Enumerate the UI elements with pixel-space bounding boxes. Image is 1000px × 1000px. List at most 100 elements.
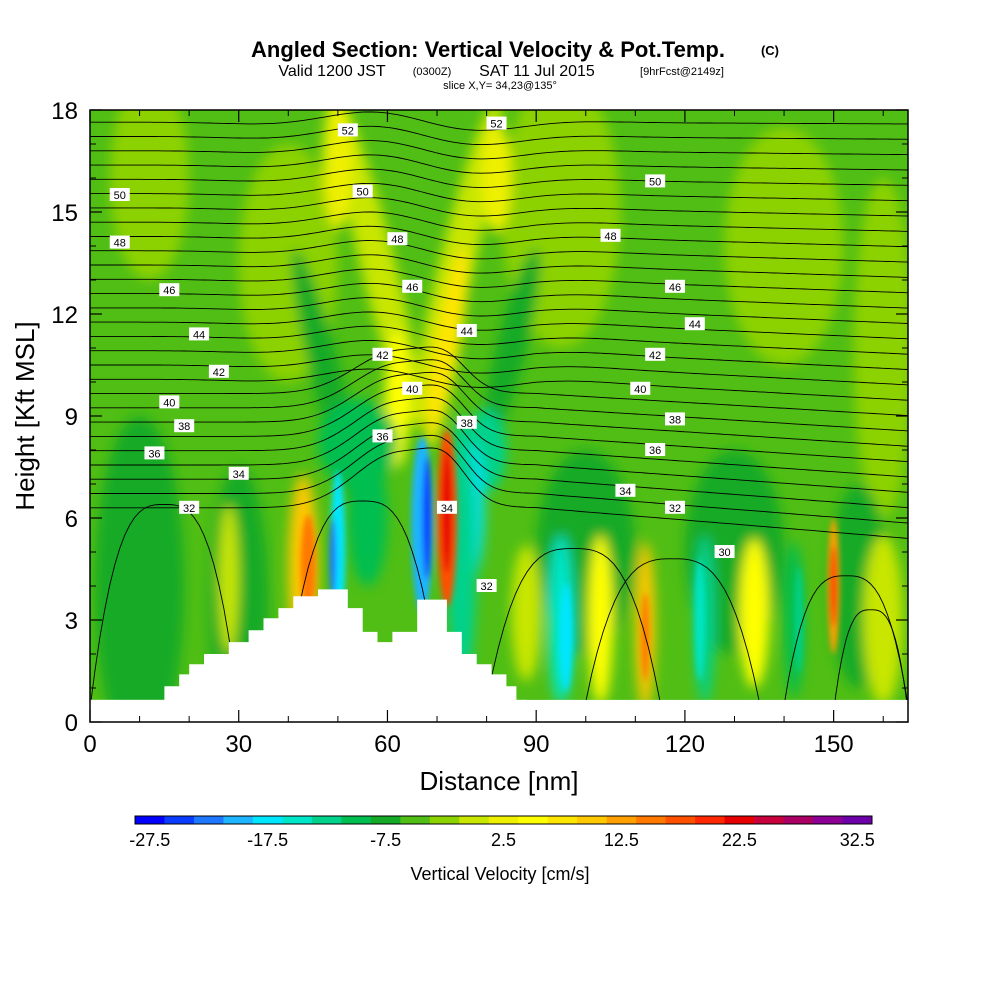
velocity-field xyxy=(94,110,908,722)
contour-label-box xyxy=(615,483,636,497)
x-tick-label: 90 xyxy=(523,731,550,758)
theta-isoline xyxy=(90,434,908,524)
contour-label: 50 xyxy=(649,176,661,188)
contour-label-box xyxy=(387,232,408,246)
contour-label-box xyxy=(159,283,180,297)
contour-label-box xyxy=(144,446,165,460)
contour-label: 48 xyxy=(391,234,403,246)
velocity-blob xyxy=(588,535,614,705)
contour-label: 46 xyxy=(669,282,681,294)
colorbar-swatch xyxy=(547,816,578,824)
colorbar-tick-label: 2.5 xyxy=(491,830,516,850)
colorbar-swatch xyxy=(695,816,726,824)
contour-label: 36 xyxy=(376,431,388,443)
colorbar-swatch xyxy=(135,816,165,824)
velocity-blob xyxy=(94,416,185,722)
colorbar-frame xyxy=(134,815,873,825)
contour-label-box xyxy=(109,235,130,249)
contour-label: 52 xyxy=(490,119,502,131)
contour-label: 34 xyxy=(233,469,245,481)
theta-isoline xyxy=(90,447,908,539)
contour-label: 34 xyxy=(619,486,631,498)
colorbar-swatch xyxy=(370,816,401,824)
colorbar-tick-label: 22.5 xyxy=(722,830,757,850)
velocity-blob xyxy=(794,565,803,675)
contour-label: 48 xyxy=(114,238,126,250)
contour-label-box xyxy=(645,443,666,456)
contour-label-box xyxy=(645,174,666,188)
contour-label: 32 xyxy=(183,503,195,515)
y-tick-label: 0 xyxy=(65,710,78,737)
colorbar-swatch xyxy=(400,816,431,824)
theta-isoline xyxy=(90,368,908,401)
subtitle-zulu: (0300Z) xyxy=(413,66,452,78)
x-tick-label: 60 xyxy=(374,731,401,758)
theta-isoline xyxy=(90,422,908,509)
contour-label-box xyxy=(372,429,393,443)
title-unit: (C) xyxy=(761,43,779,58)
colorbar-swatch xyxy=(164,816,195,824)
contour-label: 44 xyxy=(461,326,473,338)
y-tick-label: 6 xyxy=(65,506,78,533)
colorbar-swatch xyxy=(223,816,254,824)
theta-isoline-low xyxy=(90,503,240,709)
theta-isoline xyxy=(90,340,908,370)
colorbar-swatch xyxy=(754,816,785,824)
contour-label: 30 xyxy=(718,547,730,559)
contour-label: 42 xyxy=(376,350,388,362)
theta-isoline xyxy=(90,154,908,174)
contour-label-box xyxy=(630,381,651,395)
theta-isoline xyxy=(90,325,908,355)
contour-label-box xyxy=(664,279,685,293)
colorbar-swatch xyxy=(341,816,372,824)
contour-label-box xyxy=(600,228,621,242)
contour-label: 44 xyxy=(193,329,205,341)
theta-isoline-low xyxy=(833,609,908,712)
contour-label-box xyxy=(456,415,477,429)
contour-label-box xyxy=(436,500,457,514)
contour-label: 46 xyxy=(163,285,175,297)
contour-label: 44 xyxy=(689,319,701,331)
contour-label-box xyxy=(208,364,229,378)
velocity-blob xyxy=(300,514,316,617)
theta-isoline xyxy=(90,409,908,493)
colorbar-swatch xyxy=(577,816,608,824)
contour-label: 42 xyxy=(213,367,225,379)
colorbar-swatch xyxy=(459,816,490,824)
colorbar-tick-label: 32.5 xyxy=(840,830,875,850)
contour-label: 40 xyxy=(163,397,175,409)
contour-label: 38 xyxy=(461,418,473,430)
contour-label-box xyxy=(174,419,195,433)
contour-label-box xyxy=(645,347,666,361)
velocity-blob xyxy=(482,248,540,448)
contour-label-box xyxy=(337,123,358,137)
velocity-blob xyxy=(422,456,432,580)
velocity-blob xyxy=(347,450,388,586)
theta-isoline xyxy=(90,197,908,217)
chart-title: Angled Section: Vertical Velocity & Pot.… xyxy=(251,37,725,62)
x-tick-label: 0 xyxy=(83,731,96,758)
contour-label-box xyxy=(402,381,423,395)
subtitle-forecast: [9hrFcst@2149z] xyxy=(640,66,724,78)
contour-label: 38 xyxy=(178,421,190,433)
velocity-blob xyxy=(694,558,705,682)
contour-label-box xyxy=(486,116,507,130)
colorbar-swatch xyxy=(282,816,313,824)
contour-label: 36 xyxy=(649,445,661,457)
y-axis-label: Height [Kft MSL] xyxy=(10,321,40,510)
contour-label: 32 xyxy=(669,503,681,515)
contour-label-box xyxy=(352,184,373,198)
theta-isoline-low xyxy=(486,548,661,702)
theta-isoline xyxy=(90,168,908,188)
theta-isoline-low xyxy=(287,500,438,672)
contour-label-box xyxy=(402,279,423,293)
colorbar-swatch xyxy=(311,816,342,824)
theta-isoline xyxy=(90,182,908,203)
y-tick-label: 9 xyxy=(65,404,78,431)
contour-label: 40 xyxy=(634,384,646,396)
theta-isoline-low xyxy=(585,558,760,702)
colorbar-tick-label: 12.5 xyxy=(604,830,639,850)
contour-label: 52 xyxy=(342,125,354,137)
plot-area: 52 52 50 50 50 48 48 48 46 46 46 44 44 44 42 42 42 40 40 40… xyxy=(90,110,908,722)
theta-isoline xyxy=(90,384,908,463)
